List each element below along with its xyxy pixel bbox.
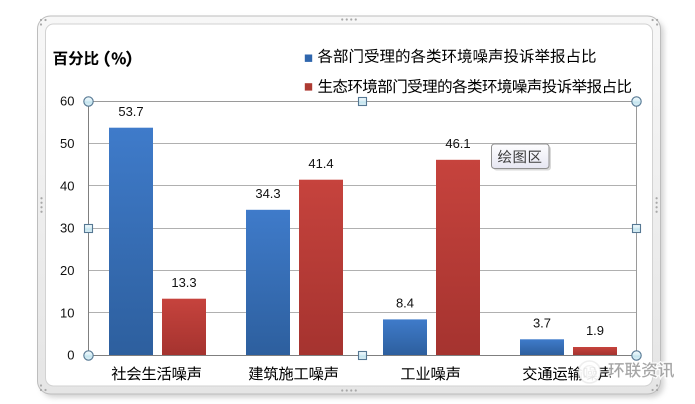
svg-text:40: 40 [60,178,74,193]
svg-text:41.4: 41.4 [308,156,333,171]
svg-text:13.3: 13.3 [171,275,196,290]
svg-text:60: 60 [60,94,74,109]
svg-text:53.7: 53.7 [118,104,143,119]
svg-text:3.7: 3.7 [533,316,551,331]
svg-text:1.9: 1.9 [586,323,604,338]
svg-text:0: 0 [67,348,74,363]
svg-text:46.1: 46.1 [445,136,470,151]
svg-text:10: 10 [60,305,74,320]
svg-text:50: 50 [60,136,74,151]
svg-text:8.4: 8.4 [396,296,414,311]
svg-text:34.3: 34.3 [255,186,280,201]
svg-text:30: 30 [60,221,74,236]
svg-text:20: 20 [60,263,74,278]
